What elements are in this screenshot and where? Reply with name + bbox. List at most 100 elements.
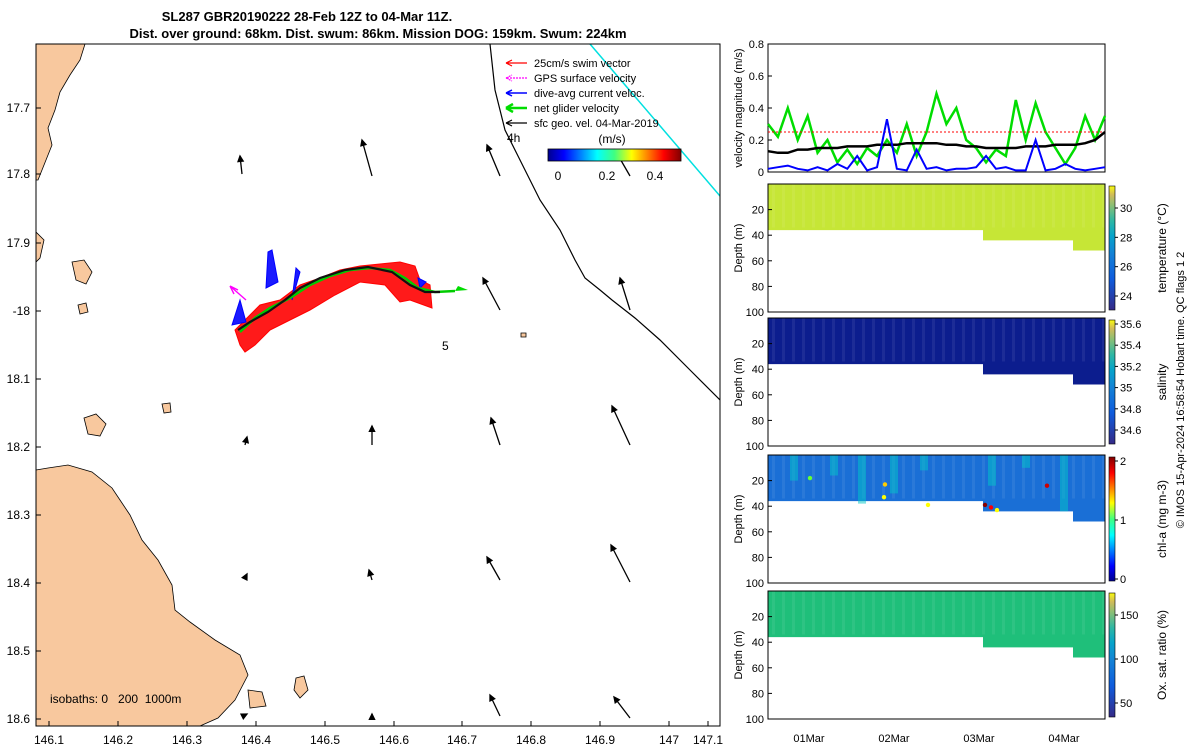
oxygen-colorbar-tick-label: 100 <box>1120 654 1138 666</box>
map-xtick-label: 146.4 <box>241 733 271 747</box>
salinity-texture-stripe <box>772 318 775 362</box>
chla-colorbar-tick-label: 0 <box>1120 574 1126 586</box>
time-tick-label: 01Mar <box>793 733 825 745</box>
chla-texture-stripe <box>822 455 825 499</box>
current-arrow <box>485 143 501 177</box>
depth-tick-label: 40 <box>752 637 764 649</box>
map-ytick-label: 18.5 <box>7 644 31 658</box>
velocity-y-ticks: 0 0.2 0.4 0.6 0.8 <box>749 39 772 179</box>
chla-patch <box>858 455 866 504</box>
oxygen-texture-stripe <box>922 591 925 635</box>
chla-texture-stripe <box>812 455 815 499</box>
oxygen-texture-stripe <box>792 591 795 635</box>
footer-credit: © IMOS 15-Apr-2024 16:58:54 Hobart time.… <box>1175 252 1187 529</box>
glider-position-line <box>237 265 440 331</box>
chla-texture-stripe <box>962 455 965 499</box>
chla-patch <box>988 455 996 486</box>
oxygen-texture-stripe <box>1102 591 1105 635</box>
temperature-texture-stripe <box>1072 184 1075 228</box>
chla-point <box>1044 483 1050 488</box>
svg-text:sfc geo. vel. 04-Mar-2019: sfc geo. vel. 04-Mar-2019 <box>534 118 659 130</box>
oxygen-texture-stripe <box>1002 591 1005 635</box>
temperature-texture-stripe <box>962 184 965 228</box>
current-arrow <box>613 695 631 719</box>
salinity-texture-stripe <box>1102 318 1105 362</box>
map-xtick-label: 146.3 <box>172 733 202 747</box>
oxygen-texture-stripe <box>1082 591 1085 635</box>
oxygen-texture-stripe <box>912 591 915 635</box>
salinity-texture-stripe <box>1092 318 1095 362</box>
depth-tick-label: 80 <box>752 281 764 293</box>
salinity-texture-stripe <box>872 318 875 362</box>
time-tick-label: 02Mar <box>878 733 910 745</box>
oxygen-texture-stripe <box>812 591 815 635</box>
gps-surface-velocity-arrow <box>229 285 247 301</box>
salinity-texture-stripe <box>862 318 865 362</box>
oxygen-section-fill <box>768 591 1105 658</box>
velocity-ytick-label: 0 <box>758 167 764 179</box>
chla-texture-stripe <box>1002 455 1005 499</box>
chla-patch <box>890 455 898 494</box>
depth-tick-label: 100 <box>746 307 764 319</box>
temperature-texture-stripe <box>782 184 785 228</box>
salinity-axes-box <box>767 317 1106 447</box>
current-arrow <box>360 138 373 177</box>
map-ytick-label: 17.8 <box>7 167 31 181</box>
oxygen-texture-stripe <box>1072 591 1075 635</box>
depth-tick-label: 100 <box>746 441 764 453</box>
oxygen-texture-stripe <box>852 591 855 635</box>
chla-point <box>807 475 813 481</box>
coastline-land <box>36 44 527 726</box>
colorbar-label: (m/s) <box>598 132 625 146</box>
salinity-texture-stripe <box>1042 318 1045 362</box>
salinity-colorbar-label: salinity <box>1155 364 1169 401</box>
temperature-texture-stripe <box>1042 184 1045 228</box>
chla-texture-stripe <box>922 455 925 499</box>
legend-item-dive-avg-current: dive-avg current veloc. <box>505 88 645 100</box>
temperature-texture-stripe <box>772 184 775 228</box>
temperature-texture-stripe <box>792 184 795 228</box>
chla-texture-stripe <box>1042 455 1045 499</box>
chla-patch <box>790 455 798 481</box>
chla-patch <box>920 455 928 471</box>
depth-tick-label: 40 <box>752 230 764 242</box>
chla-texture-stripe <box>982 455 985 499</box>
velocity-ytick-label: 0.4 <box>749 103 764 115</box>
depth-tick-label: 60 <box>752 390 764 402</box>
temperature-axes-box <box>767 183 1106 313</box>
oxygen-texture-stripe <box>802 591 805 635</box>
oxygen-texture-stripe <box>1052 591 1055 635</box>
glider-track <box>229 249 468 353</box>
chla-texture-stripe <box>842 455 845 499</box>
salinity-texture-stripe <box>1052 318 1055 362</box>
oxygen-texture-stripe <box>832 591 835 635</box>
velocity-ylabel: velocity magnitude (m/s) <box>733 48 745 167</box>
temperature-colorbar-label: temperature (°C) <box>1155 203 1169 293</box>
temperature-texture-stripe <box>1012 184 1015 228</box>
oxygen-texture-stripe <box>942 591 945 635</box>
velocity-ytick-label: 0.6 <box>749 71 764 83</box>
temperature-texture-stripe <box>902 184 905 228</box>
temperature-texture-stripe <box>802 184 805 228</box>
oxygen-texture-stripe <box>972 591 975 635</box>
map-ytick-label: 18.2 <box>7 440 31 454</box>
chla-colorbar-tick-label: 2 <box>1120 456 1126 468</box>
chla-texture-stripe <box>1092 455 1095 499</box>
salinity-texture-stripe <box>802 318 805 362</box>
velocity-colorbar <box>547 148 682 162</box>
salinity-colorbar-tick-label: 34.8 <box>1120 404 1141 416</box>
salinity-texture-stripe <box>1062 318 1065 362</box>
temperature-texture-stripe <box>812 184 815 228</box>
legend-item-swim-vector: 25cm/s swim vector <box>505 58 631 70</box>
temperature-texture-stripe <box>952 184 955 228</box>
salinity-texture-stripe <box>882 318 885 362</box>
mission-boundary-line <box>589 44 720 197</box>
current-arrow <box>368 712 376 721</box>
isobaths-label: isobaths: 0 200 1000m <box>50 692 181 706</box>
chla-axes-box <box>767 454 1106 584</box>
salinity-texture-stripe <box>1032 318 1035 362</box>
salinity-texture-stripe <box>1002 318 1005 362</box>
current-arrow <box>241 572 248 582</box>
oxygen-colorbar <box>1108 592 1116 718</box>
chla-texture-stripe <box>902 455 905 499</box>
